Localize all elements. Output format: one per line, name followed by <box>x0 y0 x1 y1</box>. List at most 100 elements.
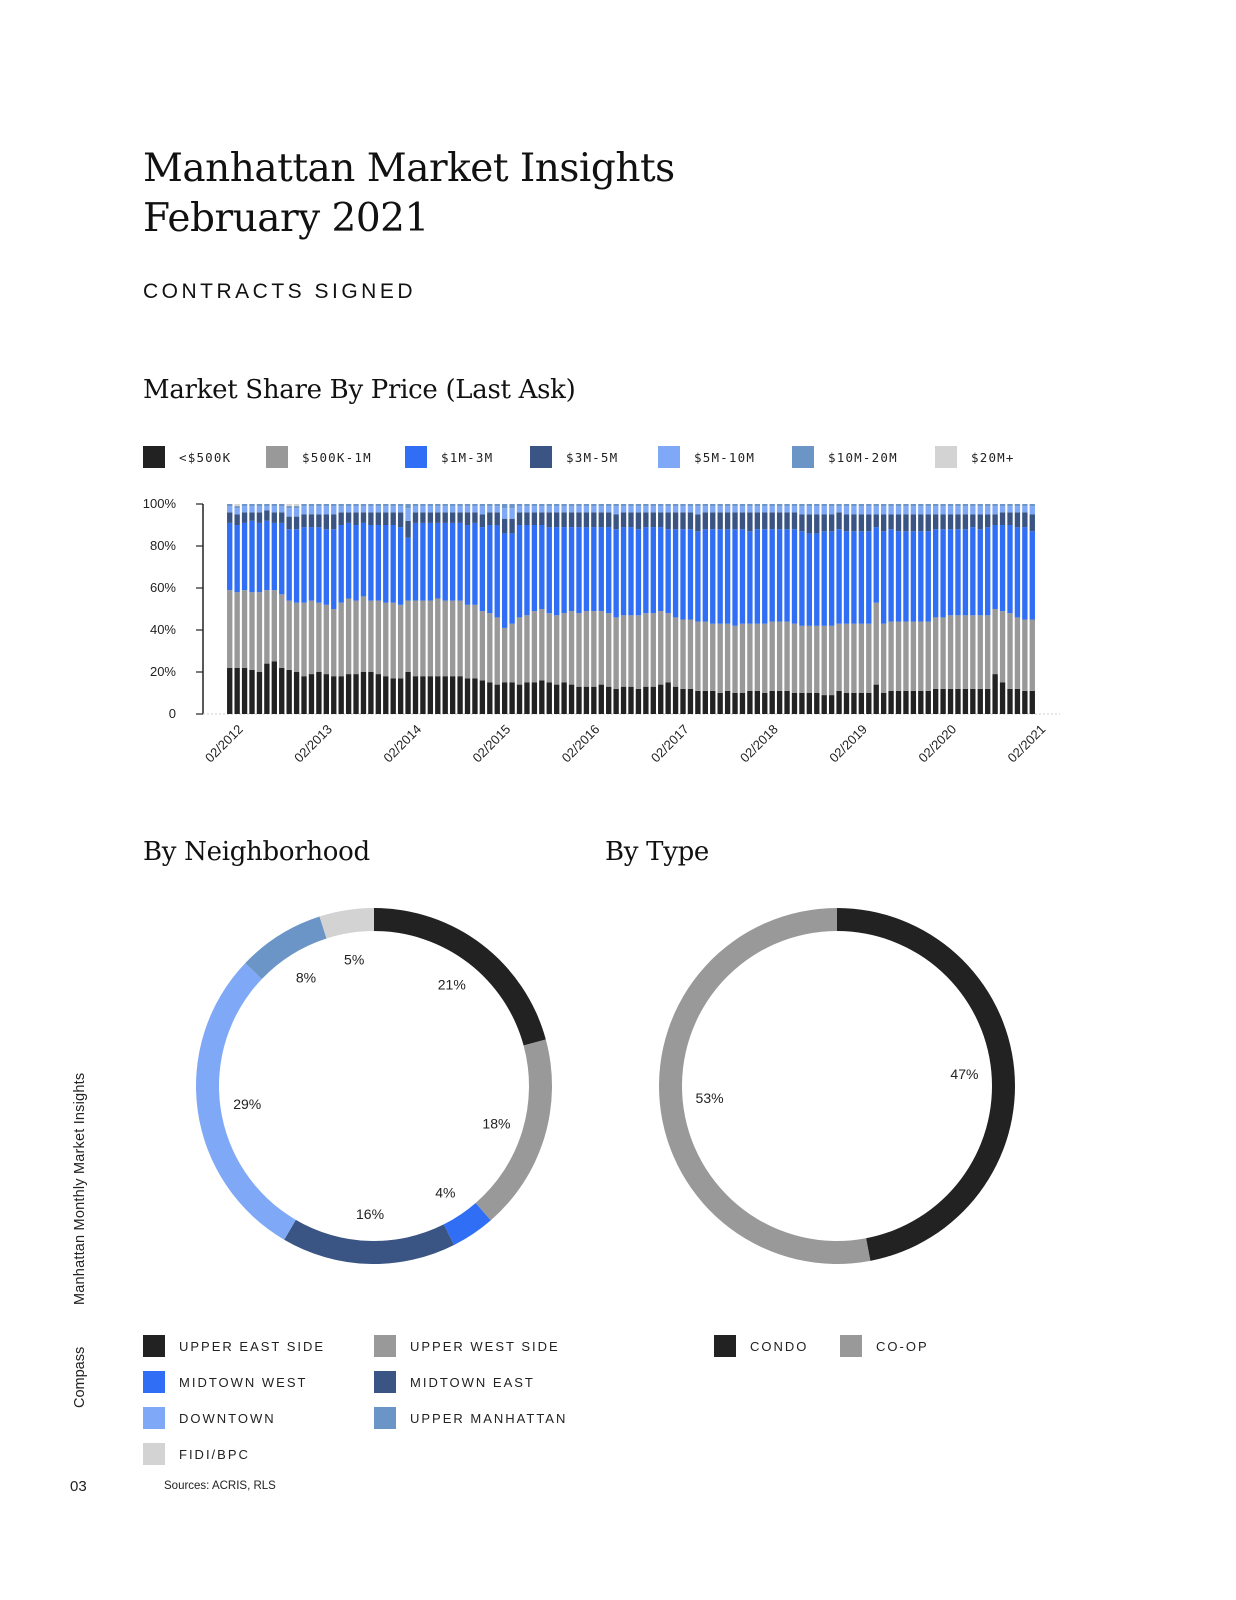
bar-segment <box>487 613 493 683</box>
x-tick-label: 02/2014 <box>380 722 424 766</box>
bar-segment <box>977 529 983 616</box>
bar-segment <box>554 684 560 714</box>
bar-segment <box>598 512 604 528</box>
bar-segment <box>888 621 894 691</box>
bar-segment <box>1022 619 1028 691</box>
bar-segment <box>695 514 701 532</box>
bar-segment <box>895 504 902 507</box>
bar-segment <box>643 686 649 714</box>
bar-segment <box>658 611 664 685</box>
bar-segment <box>821 506 827 515</box>
bar-segment <box>494 617 500 685</box>
bar-segment <box>650 613 656 687</box>
bar-segment <box>457 522 463 601</box>
bar-segment <box>249 512 255 521</box>
bar-segment <box>933 529 939 618</box>
bar-segment <box>286 506 292 509</box>
legend-label: $1M-3M <box>441 449 494 465</box>
bar-segment <box>635 504 642 507</box>
bar-segment <box>524 504 530 507</box>
bar-segment <box>568 512 575 528</box>
bar-segment <box>316 602 322 672</box>
donut-slice <box>475 1039 552 1221</box>
bar-segment <box>940 506 946 515</box>
bar-segment <box>620 615 627 687</box>
bar-segment <box>687 504 694 507</box>
legend-swatch <box>143 1407 165 1429</box>
legend-label: DOWNTOWN <box>179 1410 276 1426</box>
bar-segment <box>784 621 790 691</box>
bar-segment <box>397 678 404 714</box>
bar-segment <box>784 690 790 714</box>
bar-segment <box>925 514 931 532</box>
bar-segment <box>888 506 894 515</box>
bar-segment <box>880 506 887 515</box>
bar-segment <box>279 594 285 668</box>
bar-segment <box>420 512 426 523</box>
bar-segment <box>650 527 656 614</box>
bar-segment <box>687 619 694 689</box>
bar-segment <box>249 669 255 714</box>
bar-segment <box>828 504 835 507</box>
bar-segment <box>457 504 463 507</box>
bar-segment <box>695 621 701 691</box>
bar-segment <box>583 512 590 528</box>
bar-segment <box>494 684 500 714</box>
bar-segment <box>516 525 523 618</box>
bar-segment <box>710 512 716 530</box>
bar-segment <box>739 506 746 513</box>
bar-segment <box>539 609 545 681</box>
bar-segment <box>613 514 619 530</box>
bar-segment <box>308 514 315 528</box>
bar-segment <box>672 617 679 687</box>
bar-segment <box>531 504 538 507</box>
bar-segment <box>910 506 917 515</box>
bar-segment <box>501 682 508 714</box>
bar-segment <box>271 590 277 662</box>
bar-segment <box>323 529 329 605</box>
bar-segment <box>739 693 746 714</box>
bar-segment <box>910 621 917 691</box>
bar-segment <box>323 514 329 530</box>
bar-segment <box>539 506 545 513</box>
bar-segment <box>435 522 441 599</box>
bar-segment <box>895 514 902 532</box>
bar-segment <box>947 506 954 515</box>
bar-segment <box>561 512 567 528</box>
bar-segment <box>1022 506 1028 513</box>
bar-segment <box>509 508 515 519</box>
bar-segment <box>256 504 263 507</box>
bar-segment <box>546 527 552 614</box>
bar-segment <box>568 611 575 685</box>
bar-segment <box>977 506 983 515</box>
bar-segment <box>903 621 909 691</box>
page-number: 03 <box>70 1478 87 1495</box>
bar-segment <box>345 504 352 507</box>
bar-segment <box>814 506 820 515</box>
bar-segment <box>331 514 337 530</box>
bar-segment <box>353 600 359 675</box>
legend-swatch <box>143 446 165 468</box>
bar-segment <box>279 504 285 507</box>
bar-segment <box>762 504 768 507</box>
bar-segment <box>331 506 337 515</box>
bar-segment <box>895 621 902 691</box>
bar-segment <box>999 611 1006 683</box>
donut-slice <box>837 908 1016 1261</box>
bar-segment <box>962 504 969 507</box>
legend-item-co-op: CO-OP <box>840 1335 929 1357</box>
legend-item: <$500K <box>143 446 231 468</box>
bar-segment <box>739 504 746 507</box>
bar-segment <box>546 512 552 528</box>
bar-segment <box>1007 688 1013 714</box>
bar-segment <box>933 617 939 689</box>
bar-segment <box>241 506 248 513</box>
bar-segment <box>821 514 827 532</box>
bar-segment <box>442 676 448 714</box>
bar-segment <box>234 508 240 515</box>
bar-segment <box>331 609 337 677</box>
bar-segment <box>345 522 352 599</box>
bar-segment <box>613 504 619 507</box>
bar-segment <box>501 533 508 628</box>
bar-segment <box>412 504 419 507</box>
